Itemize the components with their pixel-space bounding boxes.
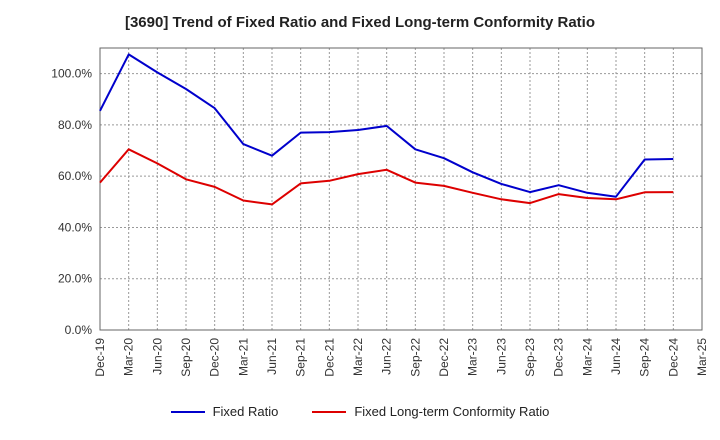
grid-lines (99, 48, 703, 331)
y-tick-label: 60.0% (58, 169, 92, 183)
x-tick-label: Dec-20 (208, 338, 222, 377)
legend-label-fixed-ratio: Fixed Ratio (212, 404, 279, 419)
x-tick-label: Sep-23 (523, 338, 537, 377)
x-tick-label: Dec-23 (552, 338, 566, 377)
x-tick-label: Dec-19 (93, 338, 107, 377)
y-tick-label: 0.0% (65, 323, 93, 337)
x-tick-label: Sep-24 (638, 338, 652, 377)
legend-item-fixed-ratio: Fixed Ratio (170, 404, 279, 419)
series-line-fixed-ratio (99, 53, 674, 198)
x-tick-label: Dec-24 (666, 338, 680, 377)
x-tick-label: Mar-25 (695, 338, 709, 376)
x-tick-label: Mar-23 (466, 338, 480, 376)
y-tick-label: 40.0% (58, 220, 92, 234)
legend-swatch-fixed-ratio (170, 410, 205, 413)
x-tick-label: Jun-23 (494, 338, 508, 375)
x-tick-label: Jun-24 (609, 338, 623, 375)
x-tick-label: Mar-21 (236, 338, 250, 376)
chart-title: [3690] Trend of Fixed Ratio and Fixed Lo… (124, 14, 596, 31)
plot-frame (99, 47, 703, 331)
x-tick-label: Jun-20 (150, 338, 164, 375)
series-line-fixed-long-term-conformity-ratio (99, 148, 674, 206)
y-tick-label: 20.0% (58, 272, 92, 286)
legend-swatch-fixed-long-term-conformity-ratio (312, 410, 347, 413)
y-tick-label: 100.0% (51, 67, 92, 81)
x-tick-label: Sep-21 (294, 338, 308, 377)
x-tick-label: Mar-22 (351, 338, 365, 376)
x-tick-label: Jun-22 (380, 338, 394, 375)
x-tick-label: Mar-24 (580, 338, 594, 376)
x-tick-label: Mar-20 (122, 338, 136, 376)
x-tick-label: Sep-20 (179, 338, 193, 377)
x-tick-label: Sep-22 (408, 338, 422, 377)
legend: Fixed Ratio Fixed Long-term Conformity R… (0, 404, 720, 419)
x-tick-label: Dec-22 (437, 338, 451, 377)
axes (99, 47, 703, 331)
x-tick-label: Jun-21 (265, 338, 279, 375)
legend-item-fixed-long-term-conformity-ratio: Fixed Long-term Conformity Ratio (312, 404, 549, 419)
y-tick-label: 80.0% (58, 118, 92, 132)
series-lines (99, 53, 674, 206)
tick-labels: 0.0% 20.0% 40.0% 60.0% 80.0% 100.0% Dec-19 Mar-… (51, 67, 709, 377)
legend-label-fixed-long-term-conformity-ratio: Fixed Long-term Conformity Ratio (354, 404, 550, 419)
x-tick-label: Dec-21 (322, 338, 336, 377)
